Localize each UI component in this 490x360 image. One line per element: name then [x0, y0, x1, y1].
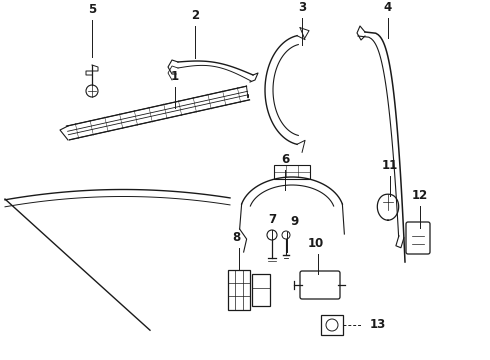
- Text: 10: 10: [308, 237, 324, 250]
- Text: 6: 6: [281, 153, 289, 166]
- Text: 5: 5: [88, 3, 96, 16]
- Text: 7: 7: [268, 213, 276, 226]
- Text: 11: 11: [382, 159, 398, 172]
- Text: 13: 13: [370, 319, 386, 332]
- Text: 8: 8: [232, 231, 240, 244]
- Circle shape: [282, 231, 290, 239]
- Text: 2: 2: [191, 9, 199, 22]
- Text: 9: 9: [290, 215, 298, 228]
- Bar: [252, 274, 270, 306]
- Text: 1: 1: [171, 70, 179, 83]
- Text: 4: 4: [384, 1, 392, 14]
- Bar: [228, 270, 250, 310]
- Bar: [274, 165, 310, 179]
- Text: 3: 3: [298, 1, 306, 14]
- Text: 12: 12: [412, 189, 428, 202]
- Bar: [321, 315, 343, 335]
